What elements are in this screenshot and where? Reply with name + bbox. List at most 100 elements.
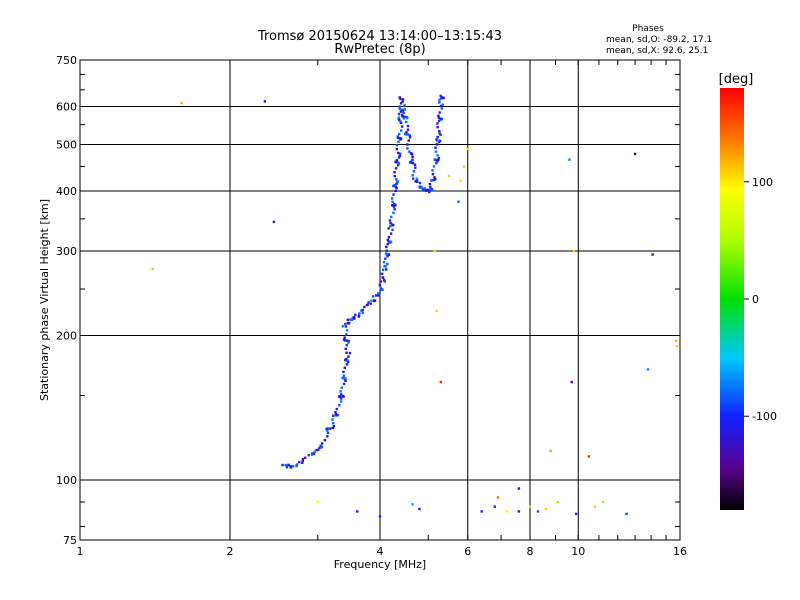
y-tick-label: 200 [56, 330, 77, 343]
o-trace-point [385, 245, 388, 249]
o-trace-point [390, 215, 393, 219]
o-trace-point [400, 129, 403, 132]
scatter-point [505, 510, 509, 513]
y-tick-label: 75 [63, 534, 77, 547]
o-trace-point [394, 167, 398, 170]
o-trace-point [397, 140, 400, 143]
o-trace-point [395, 182, 398, 185]
o-trace-point [398, 137, 401, 140]
o-trace-point [393, 174, 396, 178]
o-trace-point [334, 413, 338, 416]
o-trace-point [436, 154, 439, 157]
o-trace-point [398, 96, 401, 99]
o-trace-point [351, 316, 355, 319]
o-trace-point [334, 414, 338, 417]
o-trace-point [418, 181, 422, 185]
o-trace-point [345, 357, 348, 361]
o-trace-point [387, 227, 390, 230]
o-trace-point [346, 318, 349, 322]
o-trace-point [410, 153, 414, 156]
o-trace-point [332, 414, 335, 417]
x-tick-label: 10 [571, 545, 585, 558]
o-trace-point [394, 160, 397, 163]
scatter-point [435, 309, 438, 313]
y-tick-label: 600 [56, 101, 77, 114]
y-tick-label: 300 [56, 245, 77, 258]
o-trace-point [399, 137, 403, 140]
scatter-point [466, 147, 469, 150]
chart-title: Tromsø 20150624 13:14:00–13:15:43 [257, 29, 502, 44]
o-trace-point [399, 102, 403, 105]
o-trace-point [434, 177, 437, 181]
stats-heading: Phases [632, 24, 664, 34]
o-trace-point [422, 188, 425, 191]
o-trace-point [406, 128, 410, 131]
o-trace-point [433, 176, 436, 179]
o-trace-point [323, 438, 327, 442]
o-trace-point [408, 136, 412, 139]
y-tick-label: 400 [56, 185, 77, 198]
colorbar-label: [deg] [719, 72, 754, 87]
o-trace-point [287, 463, 290, 467]
o-trace-point [285, 465, 289, 469]
o-trace-point [379, 288, 383, 292]
o-trace-point [379, 280, 383, 283]
o-trace-point [436, 135, 439, 139]
stats-x-mode: mean, sd,X: 92.6, 25.1 [606, 46, 708, 56]
o-trace-point [399, 110, 403, 113]
y-tick-label: 100 [56, 474, 77, 487]
o-trace-point [393, 184, 396, 187]
o-trace-point [393, 171, 396, 174]
o-trace-point [409, 161, 413, 164]
o-trace-point [393, 208, 396, 211]
o-trace-point [340, 386, 344, 389]
o-trace-point [408, 134, 411, 137]
o-trace-point [418, 185, 421, 188]
o-trace-point [372, 295, 375, 298]
o-trace-point [388, 225, 392, 228]
o-trace-point [396, 161, 400, 164]
scatter-point [462, 165, 466, 168]
scatter-point [556, 500, 560, 504]
scatter-point [549, 449, 552, 453]
grid-lines [80, 60, 680, 540]
o-trace-point [425, 189, 428, 193]
o-trace-point [406, 143, 409, 146]
o-trace-point [398, 152, 402, 155]
x-axis-label: Frequency [MHz] [334, 558, 426, 571]
o-trace-point [344, 325, 348, 328]
o-trace-point [391, 200, 394, 203]
scatter-point [528, 505, 532, 508]
o-trace-point [313, 450, 316, 454]
o-trace-point [347, 355, 350, 358]
axis-ticks [80, 60, 681, 540]
o-trace-point [358, 312, 361, 315]
o-trace-point [437, 139, 441, 142]
o-trace-point [435, 143, 439, 146]
o-trace-point [411, 161, 415, 165]
o-trace-point [401, 115, 404, 118]
o-trace-point [432, 165, 436, 168]
o-trace-point [380, 288, 384, 291]
scatter-point [439, 380, 443, 384]
o-trace-point [439, 94, 442, 98]
o-trace-point [387, 253, 390, 256]
o-trace-point [331, 426, 335, 430]
scatter-point [536, 510, 540, 513]
o-trace-point [379, 286, 382, 290]
o-trace-point [398, 118, 401, 122]
o-trace-point [332, 422, 335, 425]
o-trace-point [369, 302, 372, 305]
o-trace-point [389, 232, 393, 235]
scatter-point [587, 455, 591, 458]
o-trace-point [391, 204, 394, 207]
scatter-point [674, 339, 678, 343]
o-trace-point [341, 394, 345, 398]
o-trace-point [395, 158, 399, 162]
o-trace-point [385, 249, 388, 252]
o-trace-point [376, 292, 380, 295]
o-trace-point [325, 429, 329, 432]
o-trace-point [413, 163, 417, 166]
o-trace-point [354, 313, 357, 317]
scatter-point [459, 179, 462, 183]
